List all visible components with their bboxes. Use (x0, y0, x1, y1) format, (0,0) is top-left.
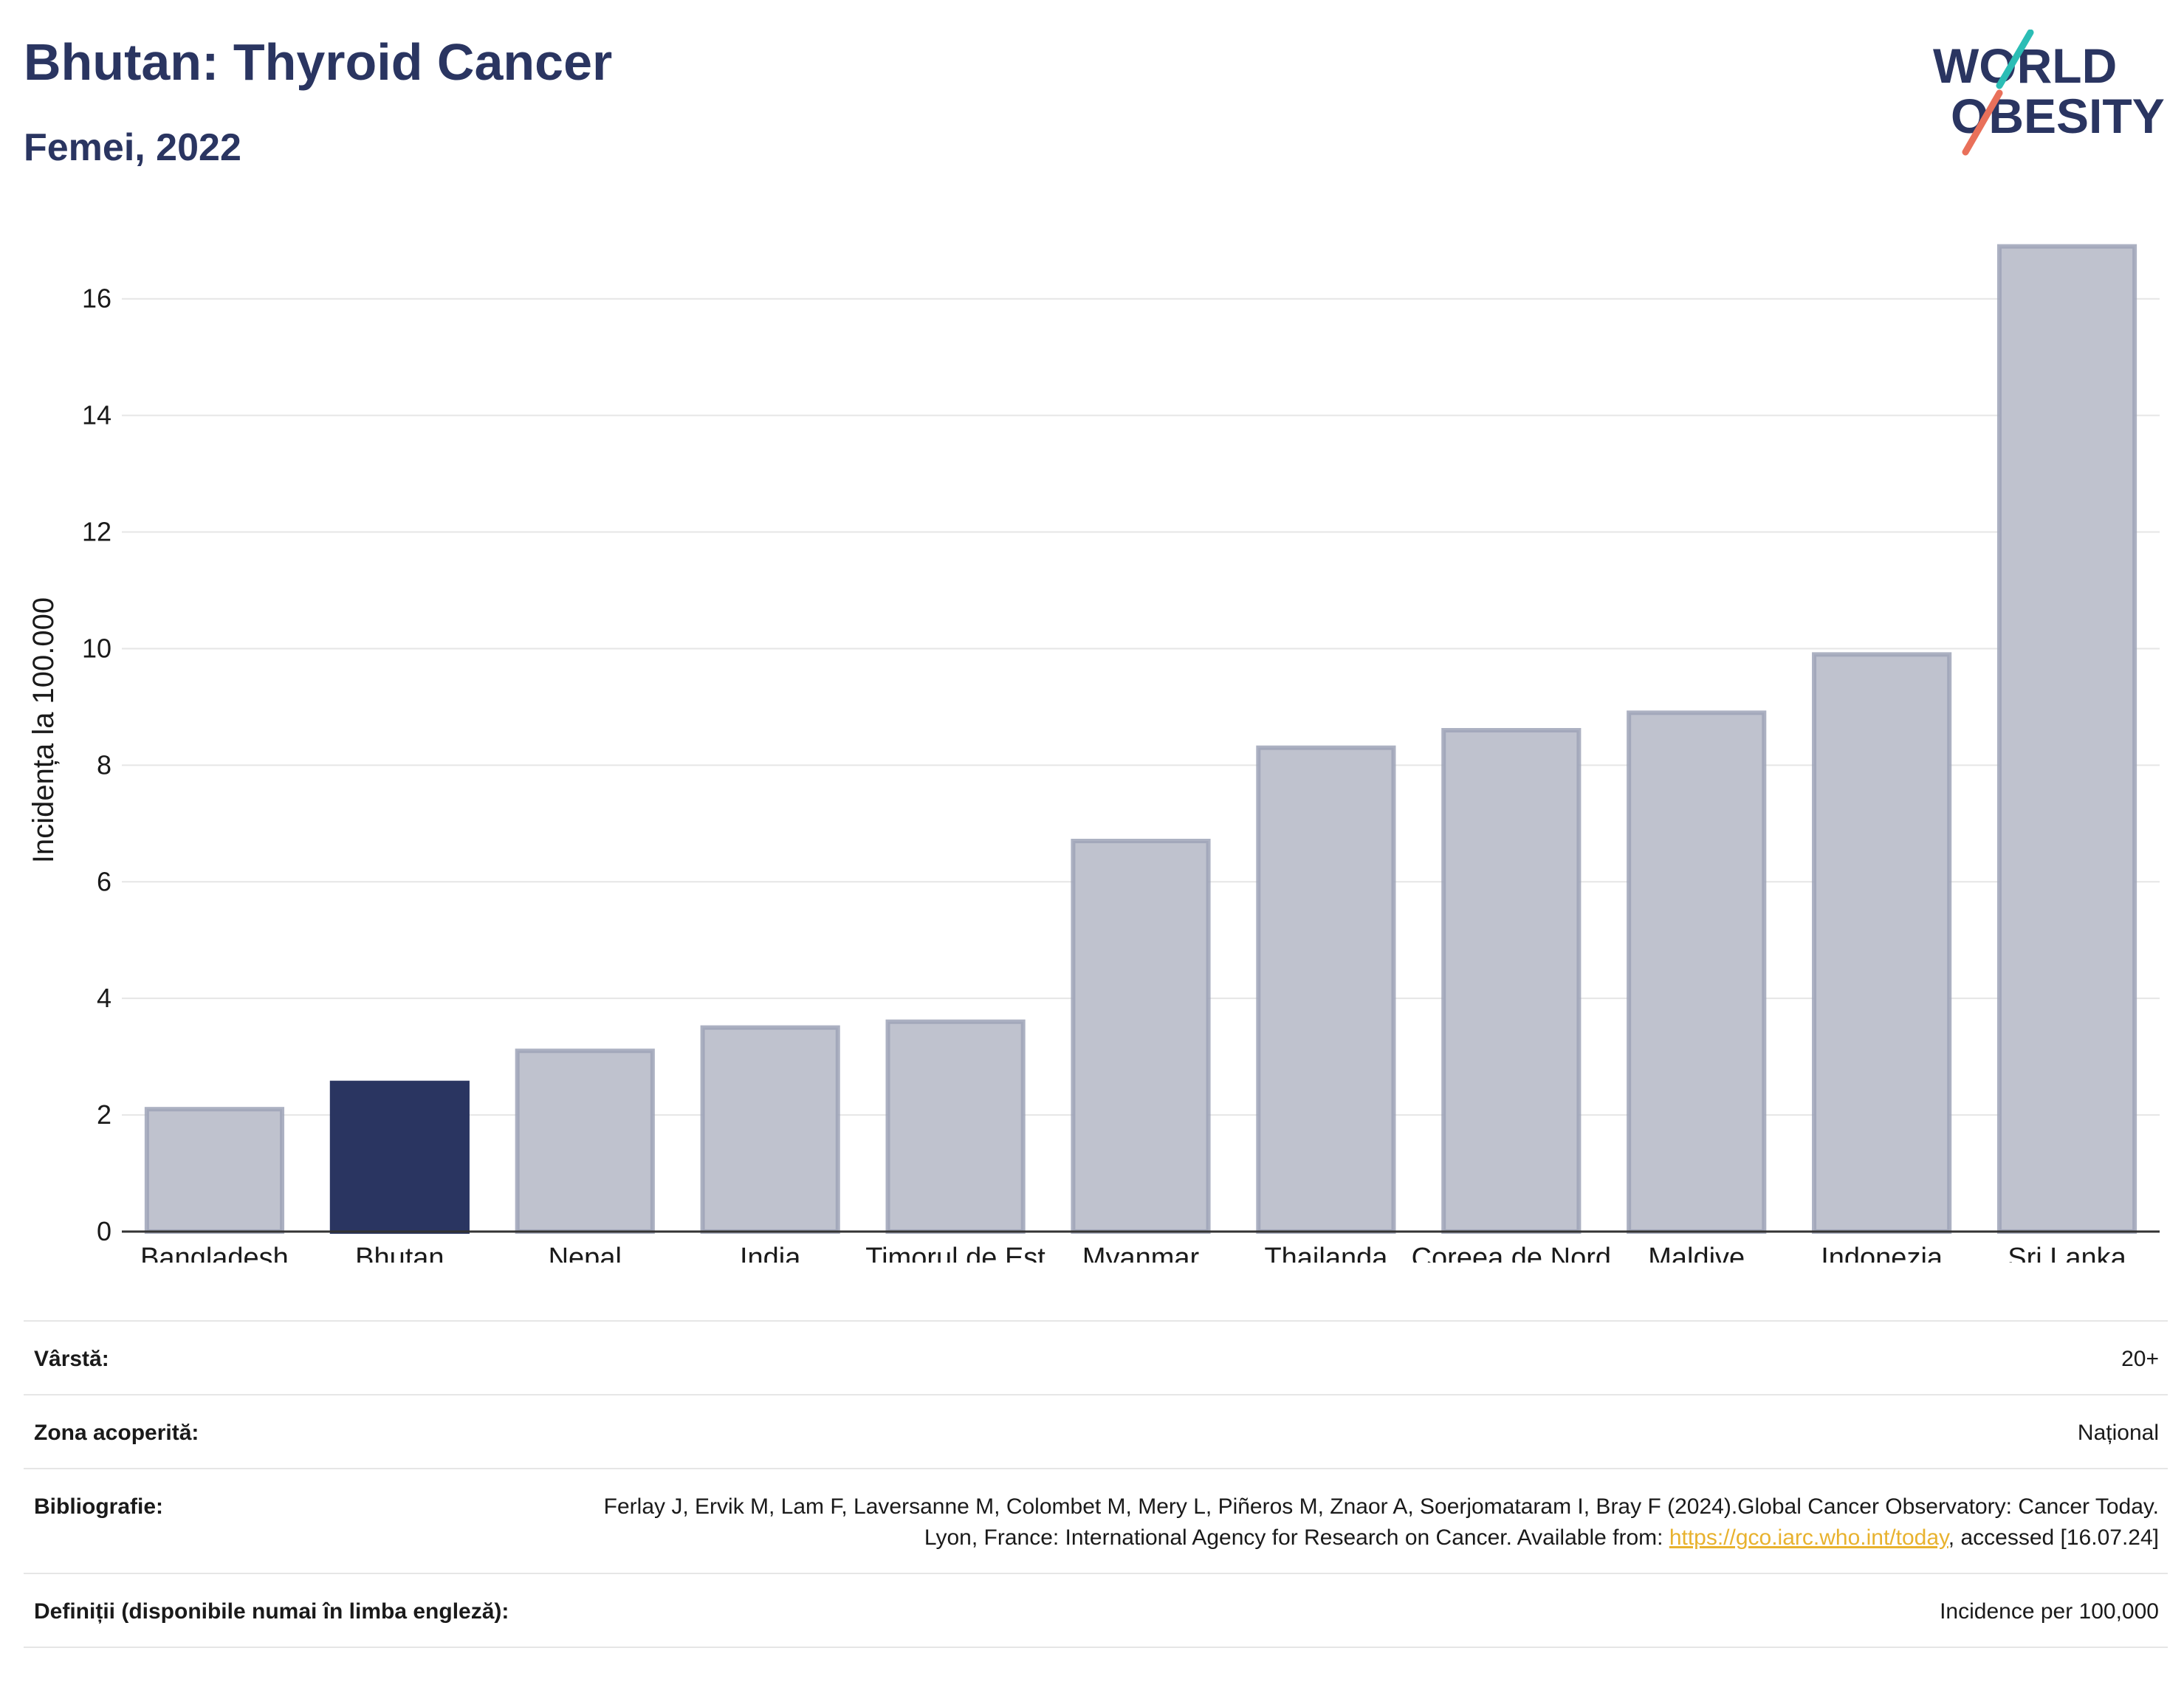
bibliography-text: Ferlay J, Ervik M, Lam F, Laversanne M, … (603, 1494, 2159, 1550)
bar-coreea-de-nord (1441, 728, 1582, 1234)
bar-indonezia (1812, 652, 1952, 1234)
x-tick-label: Sri Lanka (2008, 1243, 2126, 1263)
bar-india (700, 1025, 840, 1235)
x-tick-label: Timorul de Est (865, 1243, 1045, 1263)
y-tick-label: 2 (97, 1099, 111, 1130)
info-value: Ferlay J, Ervik M, Lam F, Laversanne M, … (549, 1491, 2159, 1553)
info-row-definitions: Definiții (disponibile numai în limba en… (24, 1573, 2168, 1648)
source-link[interactable]: https://gco.iarc.who.int/today (1669, 1525, 1948, 1550)
bar-thailanda (1256, 745, 1396, 1234)
info-row-age: Vârstă: 20+ (24, 1320, 2168, 1394)
y-tick-label: 12 (82, 517, 111, 547)
x-tick-label: Coreea de Nord (1412, 1243, 1611, 1263)
x-tick-label: Myanmar (1082, 1243, 1200, 1263)
bar-bhutan (329, 1080, 470, 1234)
y-tick-label: 10 (82, 633, 111, 663)
info-label: Bibliografie: (34, 1494, 164, 1519)
info-row-coverage: Zona acoperită: Național (24, 1394, 2168, 1468)
chart-title: Bhutan: Thyroid Cancer (24, 33, 613, 91)
x-tick-label: India (740, 1243, 801, 1263)
bibliography-suffix: , accessed [16.07.24] (1948, 1525, 2159, 1550)
info-value: Incidence per 100,000 (1940, 1599, 2159, 1624)
y-tick-label: 8 (97, 749, 111, 780)
logo-slash-coral (1962, 89, 2003, 156)
bar-myanmar (1071, 839, 1211, 1234)
y-tick-label: 16 (82, 284, 111, 314)
world-obesity-logo: WORLD OBESITY (1933, 30, 2165, 156)
bar-bangladesh (144, 1107, 285, 1234)
info-label: Zona acoperită: (34, 1421, 199, 1445)
x-tick-label: Bangladesh (140, 1243, 289, 1263)
y-tick-label: 6 (97, 866, 111, 896)
x-tick-label: Indonezia (1821, 1243, 1943, 1263)
x-tick-label: Thailanda (1264, 1243, 1388, 1263)
x-tick-label: Bhutan (355, 1243, 444, 1263)
info-value: Național (2077, 1421, 2159, 1445)
x-tick-label: Nepal (549, 1243, 622, 1263)
x-tick-label: Maldive (1648, 1243, 1745, 1263)
y-axis-title: Incidența la 100.000 (27, 597, 60, 863)
info-row-bibliography: Bibliografie: Ferlay J, Ervik M, Lam F, … (24, 1468, 2168, 1573)
chart-subtitle: Femei, 2022 (24, 126, 241, 169)
bar-chart: 0 2 4 6 8 10 12 14 16 Incidența la 100.000 Banglad… (27, 244, 2160, 1263)
info-label: Vârstă: (34, 1347, 109, 1371)
y-tick-label: 14 (82, 400, 111, 430)
y-tick-label: 4 (97, 983, 111, 1013)
info-value: 20+ (2121, 1347, 2159, 1371)
info-label: Definiții (disponibile numai în limba en… (34, 1599, 509, 1624)
bar-maldive (1627, 710, 1767, 1234)
bar-sri-lanka (1996, 244, 2137, 1235)
bar-nepal (515, 1048, 655, 1234)
info-table: Vârstă: 20+ Zona acoperită: Național Bib… (24, 1320, 2168, 1648)
y-tick-label: 0 (97, 1216, 111, 1246)
logo-slash-teal (1996, 30, 2034, 89)
bar-timorul-de-est (885, 1019, 1026, 1234)
